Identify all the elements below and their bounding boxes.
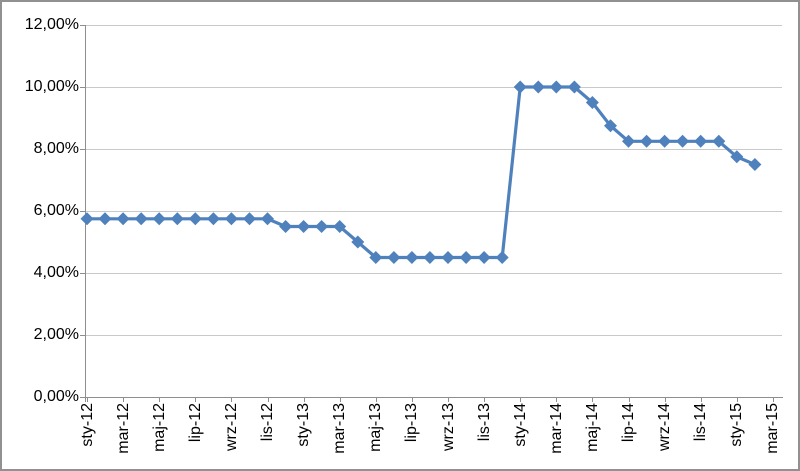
x-axis-tick <box>700 397 702 402</box>
x-axis-tick <box>664 397 666 402</box>
y-axis-label: 6,00% <box>33 202 79 219</box>
y-axis-label: 4,00% <box>33 264 79 281</box>
x-axis-tick <box>556 397 558 402</box>
x-axis-tick <box>772 397 774 402</box>
y-axis-tick <box>80 397 85 398</box>
gridline <box>86 25 782 26</box>
series-diamond-markers <box>80 80 762 264</box>
y-axis-tick <box>80 25 85 26</box>
gridline <box>86 335 782 336</box>
y-axis-tick <box>80 273 85 274</box>
x-axis-label: sty-15 <box>728 403 746 447</box>
x-axis-label: wrz-14 <box>656 403 674 452</box>
y-axis-tick <box>80 149 85 150</box>
y-axis-tick <box>80 87 85 88</box>
x-axis-label: sty-13 <box>295 403 313 447</box>
y-axis-label: 12,00% <box>24 16 79 33</box>
x-axis-label: lip-14 <box>620 403 637 443</box>
x-axis-label: lis-13 <box>475 403 493 442</box>
y-axis-label: 10,00% <box>24 78 79 95</box>
x-axis-tick <box>520 397 522 402</box>
x-axis-tick <box>339 397 341 402</box>
x-axis-label: mar-13 <box>331 403 349 454</box>
x-axis-tick <box>375 397 377 402</box>
gridline <box>86 273 782 274</box>
x-axis-label: sty-14 <box>511 403 529 447</box>
x-axis-tick <box>484 397 486 402</box>
x-axis-label: maj-14 <box>583 403 601 452</box>
x-axis-tick <box>628 397 630 402</box>
x-axis-label: mar-15 <box>764 403 782 454</box>
x-axis-tick <box>411 397 413 402</box>
x-axis-label: lis-12 <box>259 403 276 442</box>
y-axis-line <box>85 25 86 402</box>
x-axis-tick <box>231 397 233 402</box>
x-axis-label: maj-12 <box>150 403 168 452</box>
x-axis-tick <box>303 397 305 402</box>
x-axis-label: mar-14 <box>547 403 565 454</box>
x-axis-label: lip-13 <box>403 403 421 443</box>
x-axis-tick <box>195 397 197 402</box>
x-axis-label: wrz-13 <box>439 403 457 452</box>
y-axis-label: 8,00% <box>33 140 79 157</box>
x-axis-label: lis-14 <box>692 403 710 442</box>
x-axis-tick <box>123 397 125 402</box>
y-axis-tick <box>80 335 85 336</box>
x-axis-tick <box>592 397 594 402</box>
x-axis-label: mar-12 <box>114 403 132 454</box>
gridline <box>86 87 782 88</box>
x-axis-tick <box>736 397 738 402</box>
gridline <box>86 211 782 212</box>
x-axis-tick <box>87 397 88 402</box>
x-axis-tick <box>267 397 269 402</box>
y-axis-tick <box>80 211 85 212</box>
x-axis-label: sty-12 <box>78 403 96 447</box>
x-axis-tick <box>159 397 161 402</box>
y-axis-label: 2,00% <box>33 326 79 343</box>
series-line <box>87 85 756 260</box>
y-axis-label: 0,00% <box>33 388 79 405</box>
x-axis-label: maj-13 <box>367 403 385 452</box>
x-axis-line <box>85 397 783 398</box>
x-axis-label: wrz-12 <box>222 403 240 452</box>
gridline <box>86 149 782 150</box>
x-axis-tick <box>448 397 449 402</box>
x-axis-label: lip-12 <box>186 403 204 443</box>
